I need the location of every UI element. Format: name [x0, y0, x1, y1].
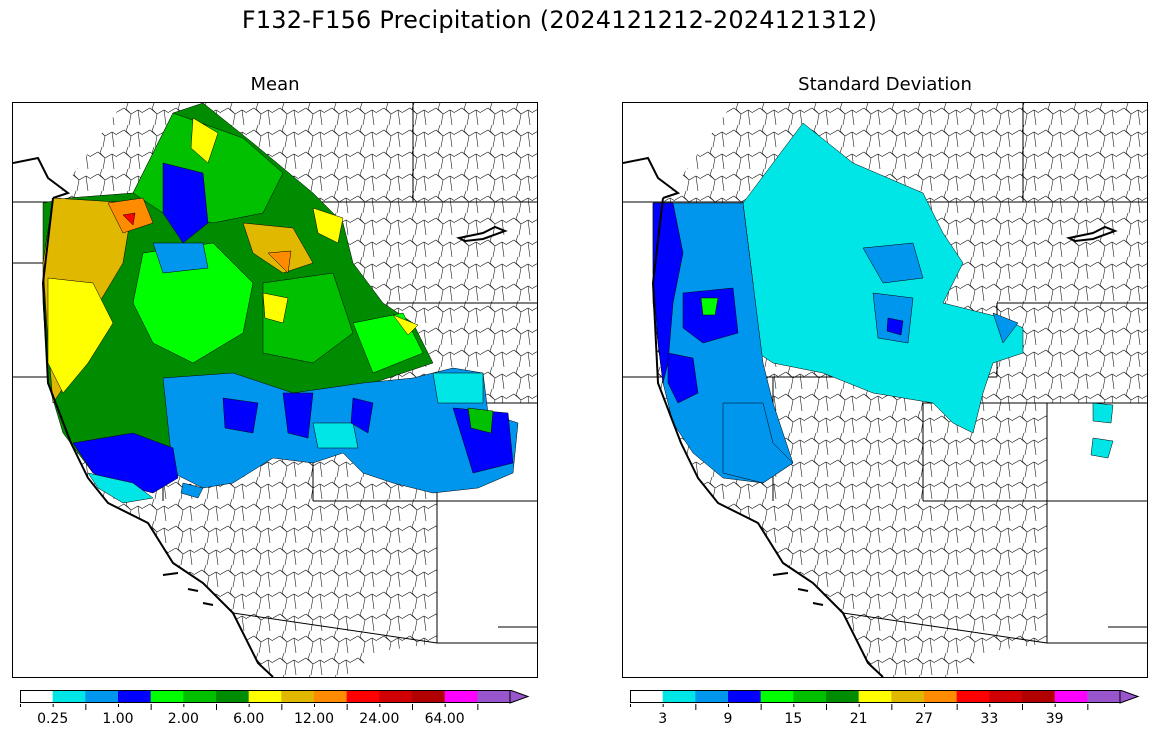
colorbar-swatch — [118, 690, 152, 703]
mean-panel-title: Mean — [250, 74, 300, 95]
colorbar-tick-label: 3 — [658, 711, 668, 727]
colorbar-swatch — [1087, 690, 1120, 703]
stddev-colorbar-ticks — [630, 704, 1089, 710]
mean-colorbar — [20, 690, 530, 704]
colorbar-swatch — [477, 690, 510, 703]
colorbar-swatch — [314, 690, 348, 703]
colorbar-swatch — [826, 690, 860, 703]
colorbar-swatch — [150, 690, 184, 703]
colorbar-tick-label: 39 — [1045, 711, 1064, 727]
colorbar-swatch — [662, 690, 696, 703]
colorbar-swatch — [924, 690, 958, 703]
colorbar-swatch — [20, 690, 54, 703]
mean-colorbar-labels: 0.25 1.00 2.00 6.00 12.00 24.00 64.00 — [20, 711, 540, 731]
colorbar-swatch — [760, 690, 794, 703]
colorbar-swatch — [891, 690, 925, 703]
stddev-panel-title: Standard Deviation — [798, 74, 972, 95]
colorbar-tick-label: 24.00 — [359, 711, 400, 727]
colorbar-tick-label: 0.25 — [37, 711, 69, 727]
colorbar-tick-label: 9 — [723, 711, 733, 727]
mean-map — [12, 102, 538, 678]
colorbar-swatch — [956, 690, 990, 703]
figure-title: F132-F156 Precipitation (2024121212-2024… — [241, 6, 878, 34]
colorbar-tick-label: 2.00 — [167, 711, 199, 727]
colorbar-swatch — [1022, 690, 1056, 703]
stddev-colorbar-labels: 3 9 15 21 27 33 39 — [630, 711, 1150, 731]
colorbar-swatch — [695, 690, 729, 703]
colorbar-swatch — [444, 690, 478, 703]
colorbar-swatch — [281, 690, 315, 703]
colorbar-outline — [20, 690, 511, 703]
colorbar-tick-label: 21 — [849, 711, 868, 727]
colorbar-swatch — [989, 690, 1023, 703]
colorbar-swatch — [728, 690, 762, 703]
colorbar-outline — [630, 690, 1121, 703]
colorbar-extend-arrow — [1119, 690, 1140, 704]
colorbar-swatch — [379, 690, 413, 703]
colorbar-swatch — [183, 690, 217, 703]
colorbar-swatch — [85, 690, 119, 703]
colorbar-swatch — [346, 690, 380, 703]
mean-colorbar-ticks — [20, 704, 479, 710]
colorbar-swatch — [412, 690, 446, 703]
colorbar-tick-label: 64.00 — [424, 711, 465, 727]
colorbar-tick-label: 27 — [915, 711, 933, 727]
colorbar-tick-label: 12.00 — [293, 711, 335, 727]
colorbar-extend-arrow — [509, 690, 530, 704]
colorbar-tick-label: 33 — [980, 711, 999, 727]
stddev-precip-field — [652, 122, 1114, 484]
stddev-colorbar — [630, 690, 1140, 704]
colorbar-swatch — [216, 690, 250, 703]
colorbar-swatch — [793, 690, 827, 703]
stddev-map — [622, 102, 1148, 678]
colorbar-swatch — [52, 690, 86, 703]
colorbar-tick-label: 15 — [784, 711, 803, 727]
colorbar-swatch — [248, 690, 282, 703]
colorbar-swatch — [630, 690, 664, 703]
mean-precip-field — [42, 103, 519, 504]
colorbar-tick-label: 6.00 — [233, 711, 265, 727]
colorbar-swatch — [1054, 690, 1088, 703]
colorbar-tick-label: 1.00 — [102, 711, 134, 727]
colorbar-swatch — [858, 690, 892, 703]
